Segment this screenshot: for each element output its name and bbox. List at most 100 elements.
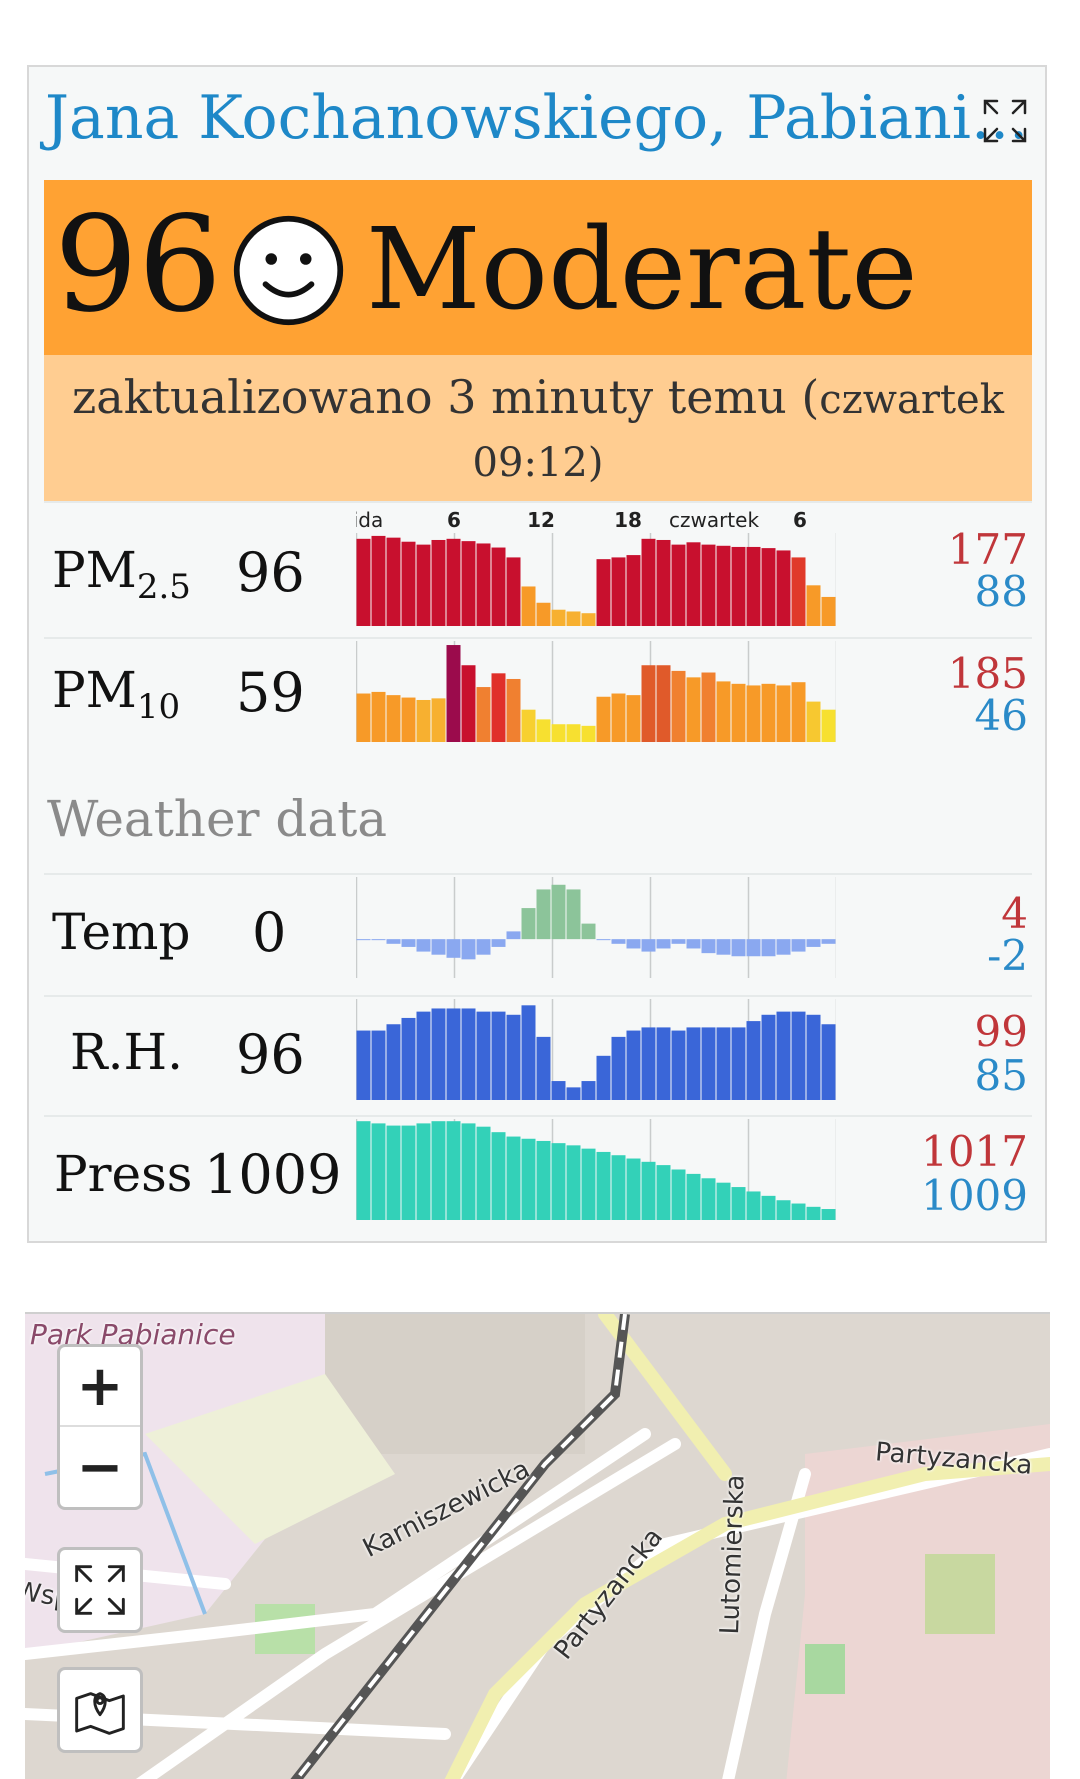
press-value: 1009 xyxy=(204,1143,342,1206)
chart-bar xyxy=(506,931,521,940)
chart-bar xyxy=(491,939,506,947)
chart-bar xyxy=(416,939,431,952)
pm25-min: 88 xyxy=(974,567,1028,616)
chart-bar xyxy=(611,1036,626,1100)
chart-bar xyxy=(776,939,791,955)
station-title[interactable]: Jana Kochanowskiego, Pabiani... xyxy=(45,83,1029,153)
map-layers-button[interactable] xyxy=(60,1670,140,1750)
chart-bar xyxy=(536,889,551,940)
press-name: Press xyxy=(54,1145,193,1203)
chart-bar xyxy=(626,939,641,949)
aqi-value: 96 xyxy=(54,188,222,342)
press-row[interactable]: Press 1009 1017 1009 xyxy=(44,1115,1032,1237)
time-tick-label: czwartek xyxy=(669,508,759,532)
chart-bar xyxy=(791,682,806,742)
chart-bar xyxy=(431,698,446,742)
chart-bar xyxy=(746,546,761,626)
chart-bar xyxy=(731,1187,746,1220)
chart-bar xyxy=(611,939,626,944)
chart-bar xyxy=(671,670,686,742)
chart-bar xyxy=(446,538,461,626)
chart-bar xyxy=(671,544,686,626)
chart-bar xyxy=(506,1014,521,1100)
chart-bar xyxy=(521,1005,536,1100)
chart-bar xyxy=(581,1081,596,1100)
chart-bar xyxy=(581,923,596,940)
chart-bar xyxy=(656,1165,671,1220)
chart-bar xyxy=(701,544,716,626)
chart-bar xyxy=(791,557,806,626)
temp-min: -2 xyxy=(987,931,1028,980)
chart-bar xyxy=(416,544,431,626)
chart-bar xyxy=(536,1036,551,1100)
chart-bar xyxy=(566,889,581,940)
chart-bar xyxy=(371,939,386,941)
chart-bar xyxy=(806,1206,821,1220)
expand-icon[interactable] xyxy=(981,97,1029,145)
chart-bar xyxy=(746,1021,761,1100)
zoom-control: + − xyxy=(57,1344,143,1510)
chart-bar xyxy=(521,1138,536,1220)
chart-bar xyxy=(716,681,731,742)
chart-bar xyxy=(731,546,746,626)
chart-bar xyxy=(386,537,401,626)
chart-bar xyxy=(356,1030,371,1100)
chart-bar xyxy=(551,1143,566,1220)
chart-bar xyxy=(476,1011,491,1100)
map-fullscreen-button[interactable] xyxy=(60,1550,140,1630)
chart-bar xyxy=(491,547,506,626)
chart-bar xyxy=(611,693,626,742)
chart-bar xyxy=(461,939,476,960)
chart-bar xyxy=(446,645,461,742)
temp-row[interactable]: Temp 0 4 -2 xyxy=(44,873,1032,995)
chart-bar xyxy=(806,939,821,947)
map[interactable]: Park Pabianice Karniszewicka Partyzancka… xyxy=(25,1312,1050,1779)
chart-bar xyxy=(761,939,776,957)
chart-bar xyxy=(581,725,596,742)
chart-bar xyxy=(641,665,656,742)
chart-bar xyxy=(671,1030,686,1100)
chart-bar xyxy=(416,1011,431,1100)
chart-bar xyxy=(701,939,716,954)
chart-bar xyxy=(821,939,836,944)
zoom-out-button[interactable]: − xyxy=(76,1434,124,1500)
chart-bar xyxy=(626,1158,641,1220)
updated-time: 09:12) xyxy=(472,440,604,486)
press-max: 1017 xyxy=(921,1127,1028,1176)
chart-bar xyxy=(536,719,551,742)
pm25-row[interactable]: PM2.5 96 ida 6 12 18 czwartek 6 177 88 xyxy=(44,501,1032,635)
chart-bar xyxy=(371,1123,386,1220)
pm10-name: PM10 xyxy=(52,661,181,727)
pm25-max: 177 xyxy=(947,525,1028,574)
time-tick-label: ida xyxy=(356,508,383,532)
chart-bar xyxy=(446,1008,461,1100)
chart-bar xyxy=(611,1155,626,1220)
rh-chart xyxy=(356,999,836,1100)
chart-bar xyxy=(746,939,761,957)
chart-bar xyxy=(551,724,566,742)
time-tick-label: 18 xyxy=(614,508,642,532)
chart-bar xyxy=(791,939,806,952)
station-card: Jana Kochanowskiego, Pabiani... 96 Moder… xyxy=(27,65,1047,1243)
pm25-chart: ida 6 12 18 czwartek 6 xyxy=(356,508,836,626)
chart-bar xyxy=(701,1027,716,1100)
chart-bar xyxy=(806,701,821,742)
chart-bar xyxy=(461,1123,476,1220)
chart-bar xyxy=(566,724,581,742)
updated-text: zaktualizowano 3 minuty temu ( xyxy=(72,370,820,424)
chart-bar xyxy=(791,1011,806,1100)
pm10-row[interactable]: PM10 59 185 46 xyxy=(44,637,1032,762)
fullscreen-icon xyxy=(75,1565,125,1615)
rh-value: 96 xyxy=(236,1023,305,1086)
chart-bar xyxy=(431,939,446,955)
zoom-in-button[interactable]: + xyxy=(60,1347,140,1427)
chart-bar xyxy=(446,939,461,958)
rh-row[interactable]: R.H. 96 99 85 xyxy=(44,995,1032,1115)
pm25-value: 96 xyxy=(236,541,305,604)
chart-bar xyxy=(401,541,416,626)
chart-bar xyxy=(491,1011,506,1100)
chart-bar xyxy=(566,1087,581,1100)
map-label-lutomierska: Lutomierska xyxy=(715,1474,751,1636)
chart-bar xyxy=(701,672,716,742)
smiley-icon xyxy=(233,215,344,326)
